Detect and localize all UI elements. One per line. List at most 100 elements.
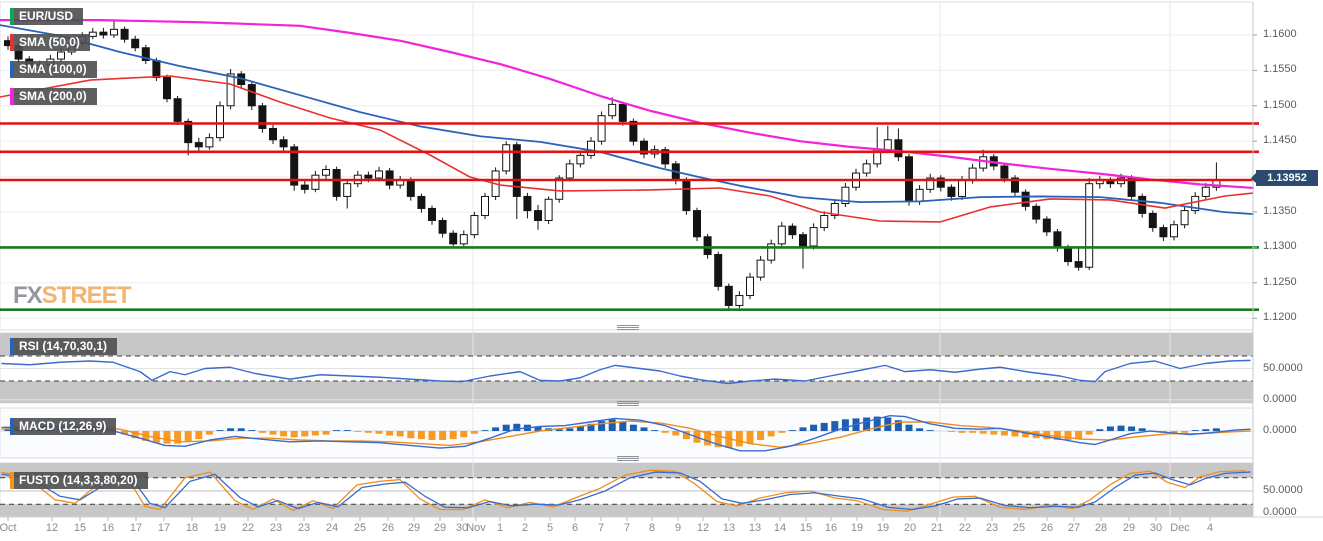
macd-histogram-bar	[863, 417, 871, 431]
macd-histogram-bar	[1138, 428, 1146, 431]
macd-badge[interactable]: MACD (12,26,9)	[10, 418, 117, 435]
price-axis-label: 1.1600	[1263, 28, 1297, 40]
macd-histogram-bar	[227, 428, 235, 431]
candle-body	[1074, 261, 1083, 268]
instrument-badge[interactable]: EUR/USD	[10, 8, 84, 25]
price-axis-label: 1.1450	[1263, 134, 1297, 147]
macd-histogram-bar	[364, 431, 372, 433]
candle-body	[640, 140, 648, 155]
macd-histogram-bar	[905, 424, 913, 431]
macd-histogram-bar	[714, 431, 722, 448]
candle-body	[300, 184, 309, 190]
macd-histogram-bar	[205, 431, 213, 435]
sma50-badge[interactable]: SMA (50,0)	[10, 34, 90, 51]
macd-histogram-bar	[470, 431, 478, 434]
pane-resize-grip-macd-stoch[interactable]	[617, 455, 639, 463]
candle-body	[597, 115, 606, 142]
date-axis-label: Nov	[466, 522, 486, 534]
date-axis-label: 24	[325, 522, 339, 534]
pane-resize-grip-rsi-macd[interactable]	[617, 400, 639, 408]
date-axis-label: 28	[1094, 522, 1108, 534]
macd-histogram-bar	[322, 431, 330, 435]
candle-body	[523, 195, 532, 212]
macd-histogram-bar	[555, 429, 563, 431]
macd-histogram-bar	[1075, 431, 1083, 440]
date-axis-label: 16	[101, 522, 115, 534]
candle-body	[1148, 212, 1157, 229]
price-axis-label: 1.1250	[1263, 275, 1297, 288]
macd-histogram-bar	[121, 431, 129, 435]
candle-body	[767, 243, 776, 261]
candle-body	[1191, 195, 1200, 212]
price-axis-label: 1.1500	[1263, 98, 1297, 111]
candle-body	[714, 253, 723, 287]
date-axis-label: 14	[773, 522, 787, 534]
date-axis-label: 19	[876, 522, 890, 534]
macd-histogram-bar	[629, 424, 637, 431]
price-axis-label: 1.1350	[1263, 205, 1297, 217]
date-axis-label: Dec	[1170, 522, 1190, 534]
fxstreet-watermark-street: STREET	[41, 282, 132, 309]
date-axis-label: 4	[1206, 522, 1214, 534]
macd-histogram-bar	[735, 431, 743, 447]
macd-histogram-bar	[1096, 429, 1104, 431]
sma100-color-bar	[10, 61, 14, 78]
candle-body	[1064, 246, 1072, 263]
candle-body	[576, 154, 585, 165]
candle-body	[618, 103, 627, 122]
date-axis-label: 7	[597, 522, 605, 534]
stochastic-color-bar	[10, 472, 14, 489]
date-axis-label: 7	[623, 522, 631, 534]
sma50-line	[0, 75, 1254, 223]
date-axis-label: 15	[73, 522, 87, 534]
rsi-badge[interactable]: RSI (14,70,30,1)	[10, 338, 118, 355]
sma100-badge[interactable]: SMA (100,0)	[10, 61, 97, 78]
fxstreet-watermark-fx: FX	[13, 282, 43, 309]
sma200-color-bar	[10, 88, 14, 105]
macd-line	[1, 415, 1251, 452]
macd-histogram-bar	[1011, 431, 1019, 437]
candle-body	[565, 163, 574, 179]
date-axis-label: 29	[433, 522, 447, 534]
candle-body	[777, 225, 786, 245]
candle-body	[406, 179, 415, 197]
macd-histogram-bar	[1117, 425, 1125, 431]
candle-body	[152, 59, 161, 78]
macd-histogram-bar	[767, 431, 775, 437]
rsi-label: RSI (14,70,30,1)	[19, 339, 108, 353]
pane-resize-grip-main-rsi[interactable]	[617, 324, 639, 332]
candle-body	[375, 170, 383, 179]
candle-body	[502, 144, 511, 172]
macd-histogram-bar	[894, 420, 902, 431]
date-axis-label: 20	[903, 522, 917, 534]
rsi-color-bar	[10, 338, 14, 355]
candle-body	[290, 146, 299, 186]
candle-body	[968, 167, 977, 181]
rsi-line	[1, 359, 1251, 385]
candle-body	[428, 207, 436, 221]
sma200-badge[interactable]: SMA (200,0)	[10, 88, 97, 105]
macd-histogram-bar	[184, 431, 192, 442]
date-axis-label: 30	[1149, 522, 1163, 534]
candle-body	[1042, 218, 1051, 233]
candle-body	[417, 195, 426, 209]
macd-histogram-bar	[502, 424, 510, 431]
stochastic-badge[interactable]: FUSTO (14,3,3,80,20)	[10, 472, 148, 489]
candle-body	[216, 105, 224, 139]
macd-histogram-bar	[1053, 431, 1061, 440]
macd-histogram-bar	[174, 431, 182, 444]
candle-body	[947, 186, 956, 197]
candle-body	[1011, 177, 1019, 193]
candle-body	[226, 73, 235, 107]
stoch-scale-label: 0.0000	[1263, 506, 1297, 518]
candle-body	[809, 227, 818, 247]
instrument-color-bar	[10, 8, 14, 25]
macd-histogram-bar	[1000, 431, 1008, 436]
candle-body	[110, 28, 118, 36]
candle-body	[258, 105, 267, 129]
price-axis-label: 1.1300	[1263, 240, 1297, 253]
macd-histogram-bar	[969, 431, 977, 433]
candle-body	[449, 232, 458, 245]
macd-histogram-bar	[1022, 431, 1030, 438]
